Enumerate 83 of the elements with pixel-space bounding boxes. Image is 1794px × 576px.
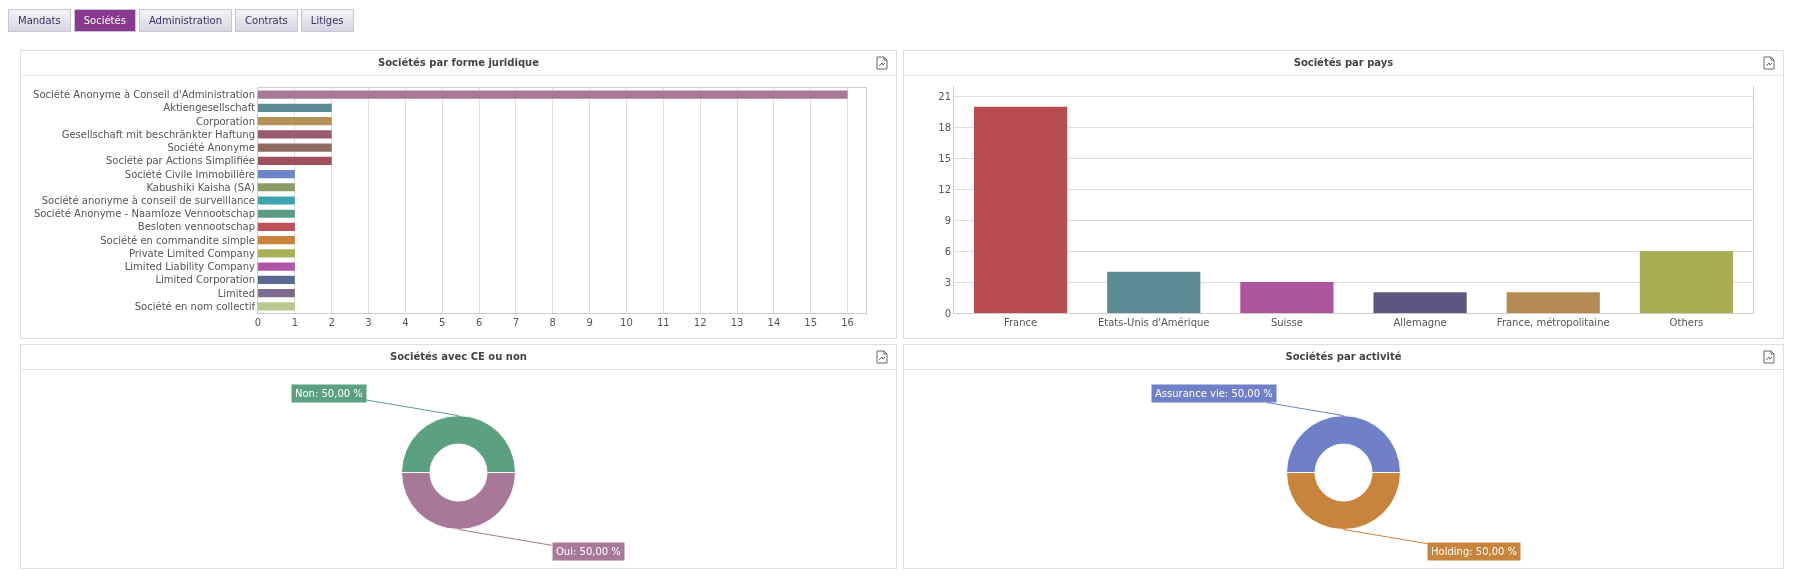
- y-tick-label: Corporation: [195, 115, 255, 127]
- y-tick-label: Limited: [217, 287, 255, 299]
- bar: [1240, 282, 1334, 313]
- x-tick-label: 13: [730, 317, 744, 328]
- x-tick-label: 5: [439, 317, 446, 328]
- x-tick-label: 6: [475, 317, 483, 328]
- x-tick-label: 10: [620, 317, 633, 328]
- text: Administration: [138, 9, 233, 32]
- y-tick-label: Société Anonyme: [167, 142, 255, 154]
- bar: [258, 262, 295, 271]
- y-tick-label: 0: [944, 307, 951, 319]
- y-tick-label: Aktiengesellschaft: [163, 102, 256, 114]
- bar: [258, 275, 295, 285]
- y-tick-label: Société Civile Immobilière: [124, 168, 255, 180]
- y-tick-label: 6: [944, 245, 951, 257]
- slice-label: Non: 50,00 %: [295, 388, 363, 399]
- x-tick-label: 12: [693, 317, 707, 328]
- chart-title: Sociétés par forme juridique: [21, 51, 896, 76]
- x-tick-label: Suisse: [1270, 317, 1303, 328]
- bar: [258, 289, 295, 298]
- chart-title: Sociétés par activité: [904, 345, 1783, 370]
- x-tick-label: 8: [549, 317, 556, 328]
- text: Litiges: [300, 9, 354, 32]
- bar: [258, 222, 295, 232]
- x-tick-label: 1: [291, 317, 299, 328]
- bar: [258, 103, 332, 112]
- x-tick-label: Allemagne: [1393, 317, 1447, 328]
- y-tick-label: 12: [938, 183, 951, 195]
- bar: [973, 106, 1068, 313]
- y-tick-label: 21: [938, 90, 951, 102]
- slice-label: Assurance vie: 50,00 %: [1155, 388, 1273, 399]
- x-tick-label: 9: [586, 317, 593, 328]
- x-tick-label: 3: [365, 317, 372, 328]
- bar: [1107, 271, 1201, 313]
- y-tick-label: Société en nom collectif: [134, 300, 256, 312]
- x-tick-label: France: [1003, 317, 1038, 328]
- bar: [1506, 292, 1600, 313]
- x-tick-label: Etats-Unis d'Amérique: [1098, 317, 1210, 328]
- y-tick-label: Société par Actions Simplifiée: [106, 155, 255, 167]
- x-tick-label: 15: [804, 317, 818, 328]
- slice-label: Holding: 50,00 %: [1431, 546, 1518, 557]
- x-tick-label: 2: [328, 317, 335, 328]
- text: Mandats: [8, 9, 71, 32]
- y-tick-label: Limited Liability Company: [124, 261, 256, 273]
- y-tick-label: Private Limited Company: [128, 247, 256, 259]
- y-tick-label: Société Anonyme à Conseil d'Administration: [33, 89, 255, 101]
- bar: [258, 236, 295, 245]
- slice-label: Oui: 50,00 %: [556, 546, 621, 557]
- bar: [258, 156, 332, 165]
- x-tick-label: France, métropolitaine: [1496, 317, 1610, 328]
- y-tick-label: Besloten vennootschap: [137, 221, 255, 233]
- y-tick-label: Société Anonyme - Naamloze Vennootschap: [33, 208, 255, 220]
- text: Sociétés: [73, 9, 136, 32]
- x-tick-label: 11: [656, 317, 670, 328]
- x-tick-label: 16: [841, 317, 854, 328]
- x-tick-label: 14: [767, 317, 781, 328]
- bar: [258, 196, 295, 205]
- chart-title: Sociétés avec CE ou non: [21, 345, 896, 370]
- bar: [258, 169, 295, 179]
- y-tick-label: 15: [938, 152, 951, 164]
- y-tick-label: Kabushiki Kaisha (SA): [146, 181, 256, 193]
- bar: [258, 249, 295, 258]
- bar: [1373, 292, 1467, 313]
- x-tick-label: 7: [512, 317, 520, 328]
- text: Contrats: [235, 9, 298, 32]
- bar: [258, 90, 848, 99]
- bar: [258, 130, 332, 139]
- y-tick-label: Limited Corporation: [155, 274, 255, 286]
- y-tick-label: 3: [944, 276, 951, 288]
- y-tick-label: 9: [944, 214, 951, 226]
- bar: [1639, 251, 1734, 313]
- x-tick-label: Others: [1669, 317, 1704, 328]
- y-tick-label: Société en commandite simple: [100, 234, 255, 246]
- y-tick-label: Gesellschaft mit beschränkter Haftung: [61, 128, 255, 140]
- bar: [258, 183, 295, 192]
- bar: [258, 209, 295, 218]
- bar: [258, 116, 332, 126]
- x-tick-label: 4: [402, 317, 409, 328]
- bar: [258, 302, 295, 311]
- y-tick-label: 18: [938, 121, 951, 133]
- y-tick-label: Société anonyme à conseil de surveillance: [41, 195, 255, 206]
- chart-title: Sociétés par pays: [904, 51, 1783, 76]
- bar: [258, 143, 332, 152]
